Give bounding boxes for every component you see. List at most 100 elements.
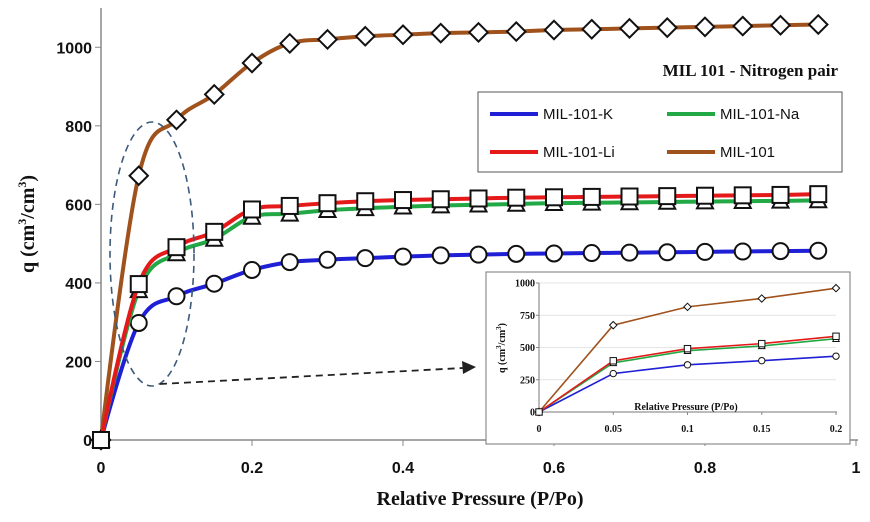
- main-marker-mil-101: [467, 21, 490, 43]
- main-marker-mil-101-li: [243, 200, 261, 219]
- chart-title: MIL 101 - Nitrogen pair: [663, 61, 839, 80]
- main-y-tick-label: 0: [83, 433, 92, 450]
- main-marker-mil-101: [430, 22, 452, 44]
- main-marker-mil-101-k: [129, 313, 148, 332]
- inset-frame: [485, 271, 851, 445]
- main-marker-mil-101-li: [658, 187, 677, 206]
- main-marker-mil-101-li: [318, 194, 337, 213]
- main-series-mil-101: [90, 13, 829, 451]
- inset-x-tick-label: 0.2: [830, 424, 843, 435]
- main-y-tick-label: 400: [65, 276, 92, 293]
- main-marker-mil-101-li: [545, 188, 563, 207]
- main-marker-mil-101: [354, 25, 376, 47]
- main-marker-mil-101: [316, 28, 339, 51]
- main-marker-mil-101: [656, 17, 678, 39]
- main-marker-mil-101-k: [356, 249, 375, 268]
- main-y-tick-label: 1000: [56, 40, 92, 57]
- main-marker-mil-101-li: [696, 186, 714, 205]
- legend-label-li: MIL-101-Li: [543, 144, 615, 161]
- main-marker-mil-101: [694, 16, 716, 38]
- main-marker-mil-101: [505, 20, 527, 43]
- zoom-arrowhead: [462, 361, 476, 374]
- main-x-tick-label: 0.2: [241, 460, 263, 477]
- main-marker-mil-101-k: [771, 242, 790, 261]
- main-marker-mil-101-k: [280, 253, 299, 272]
- inset-x-tick-label: 0.05: [605, 424, 623, 435]
- main-marker-mil-101-li: [507, 188, 526, 207]
- main-y-tick-label: 600: [65, 197, 92, 214]
- x-axis-title: Relative Pressure (P/Po): [377, 488, 584, 510]
- inset-x-tick-label: 0: [537, 424, 542, 435]
- main-marker-mil-101-k: [469, 245, 488, 264]
- main-marker-mil-101-k: [809, 241, 828, 260]
- main-marker-mil-101-k: [205, 274, 224, 293]
- legend-box: [477, 91, 843, 173]
- main-x-tick-label: 0.4: [392, 460, 414, 477]
- main-marker-mil-101-k: [431, 246, 450, 265]
- main-marker-mil-101: [581, 18, 603, 40]
- main-marker-mil-101-li: [394, 191, 412, 210]
- main-marker-mil-101: [203, 83, 225, 106]
- inset-series-mil-101-li: [535, 332, 840, 416]
- inset-marker-mil-101: [608, 320, 618, 330]
- inset-y-tick-label: 1000: [515, 279, 535, 290]
- main-marker-mil-101: [279, 32, 301, 54]
- inset-y-tick-label: 250: [520, 375, 535, 386]
- main-marker-mil-101: [807, 13, 829, 36]
- inset-marker-mil-101-li: [832, 332, 840, 340]
- main-marker-mil-101: [165, 109, 188, 131]
- inset-marker-mil-101: [683, 302, 692, 312]
- inset-marker-mil-101-k: [609, 369, 617, 378]
- main-marker-mil-101-k: [733, 242, 752, 261]
- main-y-tick-label: 800: [65, 119, 92, 136]
- y-axis-title: q (cm3/cm3): [15, 175, 39, 273]
- main-marker-mil-101-k: [545, 244, 563, 263]
- legend-label-mil101: MIL-101: [720, 144, 775, 161]
- inset-x-tick-label: 0.1: [681, 424, 694, 435]
- main-y-tick-label: 200: [65, 354, 92, 371]
- main-marker-mil-101-li: [771, 185, 790, 204]
- inset-marker-mil-101-k: [683, 361, 692, 369]
- main-marker-mil-101-li: [356, 192, 375, 211]
- inset-series-mil-101-k: [535, 352, 840, 416]
- inset-x-axis-title: Relative Pressure (P/Po): [634, 402, 738, 413]
- main-marker-mil-101-li: [809, 185, 828, 204]
- main-marker-mil-101-k: [394, 247, 412, 266]
- main-marker-mil-101: [241, 52, 263, 74]
- main-marker-mil-101-k: [318, 250, 337, 269]
- inset-marker-mil-101-li: [758, 339, 766, 348]
- main-marker-mil-101: [392, 24, 414, 46]
- legend-label-na: MIL-101-Na: [720, 106, 800, 123]
- main-x-tick-label: 1: [852, 460, 861, 477]
- main-series-mil-101-k: [92, 241, 828, 449]
- inset-y-axis-title: q (cm3/cm3): [495, 323, 508, 373]
- main-marker-mil-101: [543, 19, 565, 41]
- main-x-tick-label: 0.8: [694, 460, 716, 477]
- main-marker-mil-101-k: [658, 243, 677, 262]
- zoom-arrow: [159, 367, 464, 385]
- main-marker-mil-101-li: [167, 238, 186, 257]
- main-x-tick-label: 0: [97, 460, 106, 477]
- main-marker-mil-101: [769, 14, 792, 36]
- inset-y-tick-label: 0: [530, 408, 535, 419]
- main-marker-mil-101-k: [696, 242, 714, 261]
- main-marker-mil-101-li: [620, 187, 639, 206]
- inset-marker-mil-101-k: [758, 356, 766, 365]
- inset-marker-mil-101: [831, 283, 841, 293]
- main-marker-mil-101-li: [431, 190, 450, 209]
- inset-x-tick-label: 0.15: [753, 424, 771, 435]
- main-marker-mil-101: [732, 15, 754, 37]
- inset-marker-mil-101-k: [832, 352, 840, 360]
- main-marker-mil-101-k: [167, 287, 186, 306]
- main-marker-mil-101: [128, 165, 150, 187]
- main-marker-mil-101-li: [92, 431, 110, 449]
- zoom-region-ellipse: [109, 121, 195, 387]
- main-marker-mil-101-k: [582, 244, 601, 263]
- main-marker-mil-101-li: [280, 196, 299, 215]
- legend-label-k: MIL-101-K: [543, 106, 613, 123]
- inset-y-tick-label: 500: [520, 343, 535, 354]
- inset-marker-mil-101-li: [609, 357, 617, 365]
- main-marker-mil-101-li: [733, 186, 752, 205]
- inset-marker-mil-101: [757, 294, 767, 303]
